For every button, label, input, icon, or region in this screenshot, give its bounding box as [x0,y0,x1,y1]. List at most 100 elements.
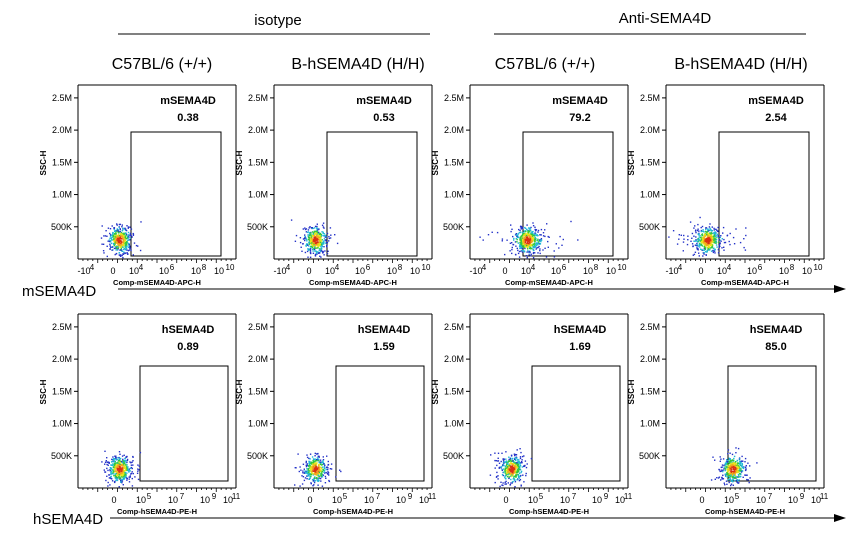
event-dot [539,239,541,241]
event-dot [719,245,721,247]
event-dot [513,453,516,455]
event-dot [121,470,124,472]
event-dot [519,469,522,471]
event-dot [512,480,514,483]
event-dot [319,472,321,475]
event-dot [516,235,518,238]
event-dot [711,230,714,232]
event-dot [125,467,128,469]
event-dot [498,462,501,464]
event-dot [327,471,329,473]
event-dot [736,467,739,470]
event-dot [739,461,741,463]
gate-value: 0.53 [373,112,394,124]
event-dot [747,462,749,464]
event-dot [309,460,311,463]
event-dot [306,468,308,470]
event-dot [728,469,730,472]
event-dot [315,247,317,249]
event-dot [502,458,504,460]
event-dot [521,251,524,253]
y-tick-label: 1.0M [444,190,464,200]
event-dot [515,471,518,474]
event-dot [518,459,520,461]
event-dot [506,461,508,464]
event-dot [703,237,705,240]
event-dot [313,481,316,484]
event-dot [318,456,320,459]
event-dot [118,241,121,244]
event-dot [110,470,112,473]
event-dot [136,472,139,474]
y-tick-label: 2.0M [444,125,464,135]
event-dot [139,249,142,252]
event-dot [510,468,512,470]
event-dot [706,231,709,233]
event-dot [308,462,310,465]
event-dot [514,241,517,243]
event-dot [709,249,711,251]
event-dot [509,242,512,244]
event-dot [702,238,704,240]
event-dot [327,463,330,466]
event-dot [530,457,533,460]
event-dot [714,235,717,238]
event-dot [517,242,519,244]
event-dot [113,227,115,229]
event-dot [514,465,516,467]
event-dot [516,469,519,471]
event-dot [504,481,506,484]
event-dot [530,255,532,257]
event-dot [313,470,315,472]
event-dot [519,238,521,240]
event-dot [318,467,320,469]
event-dot [126,245,128,247]
group-label-isotype: isotype [254,12,302,29]
event-dot [312,460,314,462]
event-dot [313,237,315,239]
event-dot [116,467,118,469]
event-dot [121,467,123,469]
event-dot [520,238,522,241]
x-tick-label: 10 [129,266,139,276]
event-dot [696,244,698,246]
event-dot [505,470,507,472]
event-dot [521,237,523,239]
event-dot [531,235,533,237]
event-dot [522,232,524,234]
event-dot [708,240,710,242]
event-dot [124,252,126,255]
event-dot [724,464,727,466]
event-dot [513,467,515,469]
event-dot [125,468,128,470]
event-dot [500,481,502,483]
event-dot [525,233,527,235]
event-dot [294,240,297,242]
event-dot [322,242,325,244]
event-dot [516,238,518,241]
event-dot [707,247,710,249]
event-dot [732,470,734,473]
event-dot [719,470,721,473]
event-dot [694,225,696,227]
event-dot [306,454,308,456]
event-dot [508,477,510,480]
event-dot [123,465,126,467]
event-dot [316,457,319,459]
event-dot [738,458,741,460]
event-dot [308,478,310,480]
y-tick-label: 1.0M [52,419,72,429]
event-dot [530,253,532,255]
event-dot [534,233,536,236]
event-dot [516,462,518,464]
event-dot [539,249,541,252]
event-dot [116,235,118,237]
event-dot [112,458,114,461]
event-dot [523,251,526,253]
event-dot [530,241,533,243]
event-dot [114,241,117,243]
event-dot [108,462,110,464]
gate-title: hSEMA4D [358,324,411,336]
event-dot [702,229,704,231]
event-dot [319,459,322,461]
